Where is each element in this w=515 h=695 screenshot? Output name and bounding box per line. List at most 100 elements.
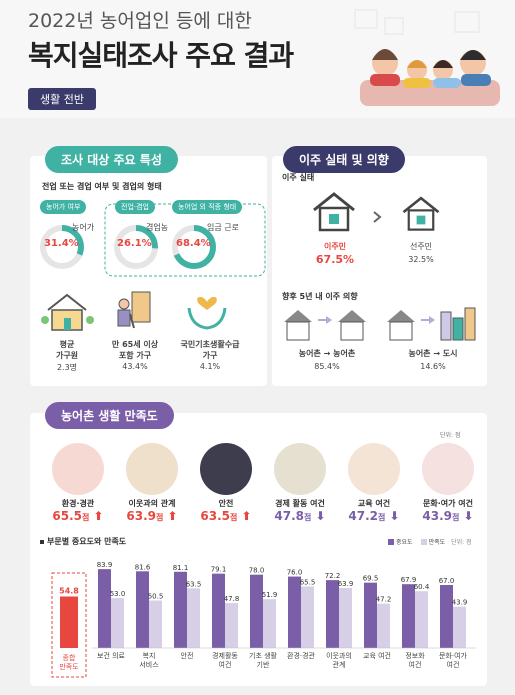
house-icon — [41, 293, 94, 331]
migration-sub1: 이주 실태 — [282, 173, 315, 182]
bar-value-label: 69.5 — [363, 575, 379, 583]
category-label: 문화·여가 — [439, 651, 468, 660]
section-badge: 생활 전반 — [28, 88, 96, 110]
donut-label-1: 농어가 — [72, 223, 95, 232]
stat-welfare-value: 4.1% — [199, 362, 221, 371]
donut-label-3: 임금 근로 — [207, 223, 239, 232]
bar-value-label: 47.2 — [376, 596, 392, 604]
satisfaction-label: 문화·여가 여건 — [423, 499, 473, 508]
title-line2: 복지실태조사 주요 결과 — [28, 39, 294, 72]
chart-title: 부문별 중요도와 만족도 — [40, 536, 126, 547]
satisfaction-number: 47.8 — [274, 509, 304, 523]
satisfaction-number: 63.9 — [126, 509, 156, 523]
bar-satisfaction — [111, 598, 124, 648]
category-label: 경제활동 — [212, 651, 238, 660]
category-label: 환경·경관 — [287, 651, 316, 660]
donut-value-2: 26.1% — [117, 238, 152, 249]
category-label: 교육 여건 — [363, 651, 391, 660]
bar-value-label: 47.8 — [224, 595, 240, 603]
rural-to-rural-icon — [284, 310, 366, 341]
bar-satisfaction — [225, 603, 238, 648]
legend-satisfaction-swatch — [420, 538, 427, 545]
bar-value-label: 81.6 — [135, 563, 151, 571]
category-label: 정보화 — [405, 651, 425, 660]
overall-frame — [51, 572, 87, 678]
satisfaction-value: 43.9점 ⬇ — [412, 509, 484, 523]
native-house-icon — [402, 196, 440, 231]
survey-panel — [30, 156, 267, 386]
stat-household-label: 평균 가구원 — [55, 340, 79, 360]
bar-value-label: 63.9 — [338, 580, 354, 588]
satisfaction-label: 교육 여건 — [357, 499, 391, 508]
chart-title-text: 부문별 중요도와 만족도 — [47, 537, 127, 546]
bar-importance — [440, 585, 453, 648]
category-label: 이웃과의 — [326, 651, 352, 660]
satisfaction-illustration — [52, 443, 104, 495]
native-value: 32.5% — [408, 255, 434, 264]
satisfaction-illustration — [274, 443, 326, 495]
city-value: 14.6% — [420, 362, 446, 371]
donut-arc — [114, 225, 158, 269]
survey-pill: 조사 대상 주요 특성 — [45, 146, 178, 173]
bar-satisfaction — [187, 588, 200, 648]
stat-household-value: 2.3명 — [56, 363, 78, 372]
category-label: 여건 — [447, 660, 460, 669]
satisfaction-illustration — [348, 443, 400, 495]
satisfaction-label: 이웃과의 관계 — [128, 499, 176, 508]
overall-bar — [60, 596, 78, 648]
donut-value-1: 31.4% — [44, 238, 79, 249]
legend-importance-label: 중요도 — [396, 539, 413, 546]
arrow-down-icon: ⬇ — [385, 509, 400, 523]
rural-value: 85.4% — [314, 362, 340, 371]
bar-satisfaction — [149, 600, 162, 648]
bar-satisfaction — [453, 606, 466, 648]
rural-label: 농어촌 → 농어촌 — [298, 349, 356, 358]
donut-label-2: 겸업농 — [146, 223, 169, 232]
rural-to-city-icon — [387, 307, 476, 341]
title-line1: 2022년 농어업인 등에 대한 — [28, 10, 252, 32]
satisfaction-label: 안전 — [218, 499, 234, 508]
elderly-icon — [117, 291, 151, 329]
bar-importance — [364, 582, 377, 648]
migration-pill: 이주 실태 및 의향 — [283, 146, 405, 173]
migration-sub2: 향후 5년 내 이주 의향 — [282, 292, 358, 301]
header: 2022년 농어업인 등에 대한 복지실태조사 주요 결과 생활 전반 — [0, 0, 515, 118]
donut-2 — [114, 225, 158, 269]
satisfaction-item: 이웃과의 관계 63.9점 ⬆ — [116, 443, 188, 523]
bar-value-label: 63.5 — [186, 580, 202, 588]
survey-donuts — [40, 203, 266, 277]
legend-importance-swatch — [388, 538, 394, 545]
stat-welfare-label: 국민기초생활수급 가구 — [180, 340, 240, 360]
migrant-label: 이주민 — [323, 242, 347, 251]
arrow-up-icon: ⬆ — [237, 509, 252, 523]
category-label: 관계 — [333, 660, 346, 669]
donut-3 — [172, 225, 216, 269]
stat-elderly-label: 만 65세 이상 포함 가구 — [111, 340, 159, 360]
city-label: 농어촌 → 도시 — [408, 349, 458, 358]
bar-value-label: 72.2 — [325, 572, 341, 580]
satisfaction-number: 47.2 — [348, 509, 378, 523]
category-label: 안전 — [181, 651, 194, 660]
bar-value-label: 53.0 — [110, 590, 126, 598]
bar-importance — [402, 584, 415, 648]
bar-importance — [174, 571, 187, 648]
bar-satisfaction — [415, 591, 428, 648]
satisfaction-illustration — [200, 443, 252, 495]
satisfaction-unit: 단위: 점 — [440, 432, 461, 439]
overall-label: 종합 — [63, 653, 76, 662]
survey-subtitle: 전업 또는 겸업 여부 및 겸업의 형태 — [42, 182, 162, 191]
bar-importance — [288, 576, 301, 648]
satisfaction-unit: 점 — [156, 513, 164, 522]
satisfaction-number: 43.9 — [422, 509, 452, 523]
bar-satisfaction — [263, 599, 276, 648]
bar-value-label: 78.0 — [249, 567, 265, 575]
donut-value-3: 68.4% — [176, 238, 211, 249]
migration-panel — [272, 156, 487, 386]
bar-value-label: 51.9 — [262, 591, 278, 599]
satisfaction-number: 63.5 — [200, 509, 230, 523]
satisfaction-pill: 농어촌 생활 만족도 — [45, 402, 174, 429]
arrow-up-icon: ⬆ — [89, 509, 104, 523]
bar-value-label: 76.0 — [287, 569, 303, 577]
satisfaction-unit: 점 — [230, 513, 238, 522]
